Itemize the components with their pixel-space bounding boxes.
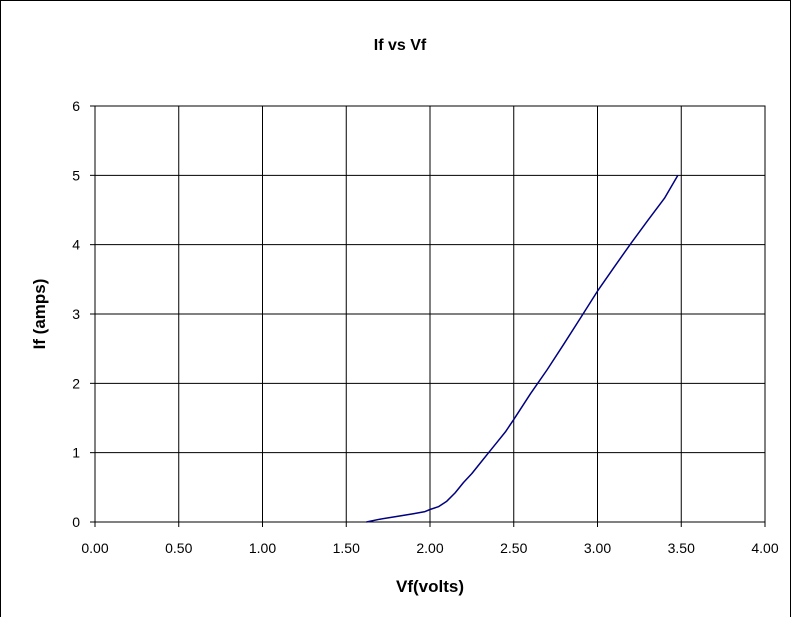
series-line	[366, 174, 679, 523]
x-tick-label: 4.00	[751, 540, 778, 556]
y-tick-label: 0	[72, 514, 80, 530]
y-tick-label: 6	[72, 98, 80, 114]
y-tick-label: 3	[72, 306, 80, 322]
series-layer	[366, 174, 679, 523]
x-tick-label: 1.50	[333, 540, 360, 556]
y-tick-label: 1	[72, 445, 80, 461]
y-tick-label: 5	[72, 167, 80, 183]
chart-title: If vs Vf	[374, 37, 427, 54]
tick-labels: 0.00 0.50 1.00 1.50 2.00 2.50 3.00 3.50 4.00 0 1 2 3…	[72, 98, 779, 556]
grid-lines	[94, 105, 766, 523]
x-axis-title: Vf(volts)	[396, 577, 464, 596]
x-tick-label: 3.50	[668, 540, 695, 556]
x-tick-label: 2.50	[500, 540, 527, 556]
x-tick-label: 3.00	[584, 540, 611, 556]
x-tick-label: 0.50	[165, 540, 192, 556]
x-tick-label: 1.00	[249, 540, 276, 556]
y-tick-label: 4	[72, 237, 80, 253]
x-tick-label: 0.00	[81, 540, 108, 556]
y-tick-label: 2	[72, 375, 80, 391]
x-tick-label: 2.00	[416, 540, 443, 556]
y-axis-title: If (amps)	[30, 279, 49, 350]
